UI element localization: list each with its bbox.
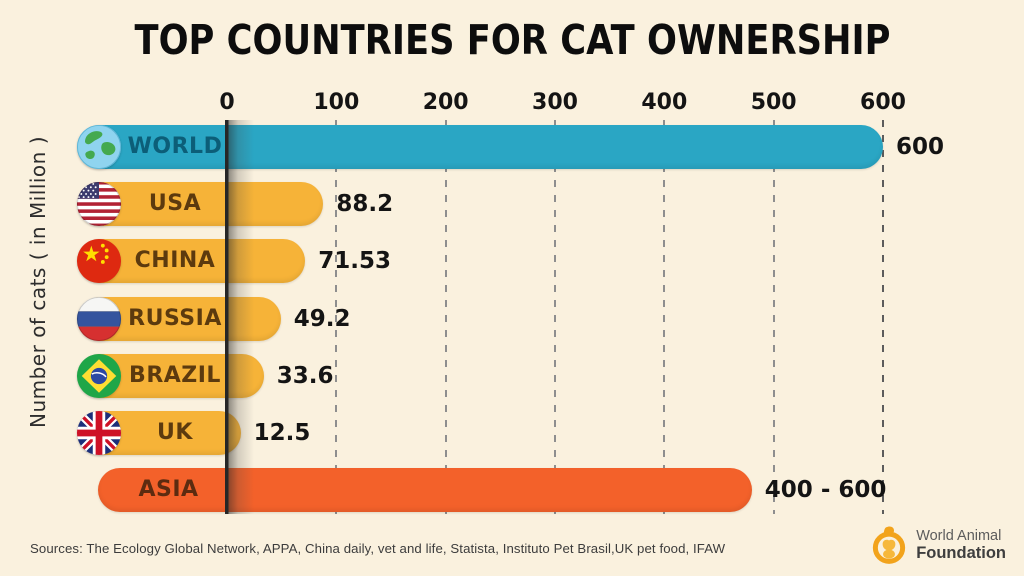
gridline-200 [444,120,447,514]
bar-label-russia: RUSSIA [128,305,222,331]
brand-logo: World Animal Foundation [869,525,1006,565]
x-tick-label-600: 600 [860,90,906,115]
bar-value-asia: 400 - 600 [764,477,887,504]
uk-flag-icon [76,410,122,456]
bar-value-russia: 49.2 [293,305,351,332]
world-bar [78,125,883,169]
usa-flag-icon [76,181,122,227]
bar-label-china: CHINA [134,248,216,274]
bar-value-china: 71.53 [318,248,391,275]
bar-value-usa: 88.2 [336,191,394,218]
russia-flag-icon [76,296,122,342]
bar-row-usa: USA 88.2 [0,181,1024,227]
bar-label-asia: ASIA [138,477,199,503]
world-flag-icon [76,124,122,170]
gridline-100 [335,120,338,514]
bar-row-uk: UK 12.5 [0,410,1024,456]
logo-text: World Animal Foundation [916,528,1006,563]
bar-row-asia: ASIA 400 - 600 [0,468,1024,513]
bar-value-brazil: 33.6 [276,362,334,389]
china-flag-icon [76,238,122,284]
gridline-300 [554,120,556,514]
zero-axis-line [225,120,255,514]
world-animal-foundation-logo-icon [869,525,909,565]
x-tick-label-100: 100 [313,90,360,115]
bar-row-russia: RUSSIA 49.2 [0,296,1024,342]
x-tick-label-400: 400 [641,90,688,115]
x-tick-label-200: 200 [422,90,469,115]
x-tick-label-0: 0 [219,90,235,115]
bar-value-world: 600 [896,134,945,160]
x-tick-label-500: 500 [750,90,797,115]
logo-bird-shape [883,526,895,535]
bar-row-world: WORLD 600 [0,124,1024,170]
asia-bar [98,468,752,513]
bar-label-usa: USA [148,191,202,217]
gridline-500 [772,120,775,514]
bar-label-world: WORLD [127,134,223,159]
bar-label-brazil: BRAZIL [129,362,221,388]
brazil-flag-icon [76,353,122,399]
bar-label-uk: UK [157,420,193,445]
gridline-600 [882,120,884,514]
bar-row-china: CHINA 71.53 [0,238,1024,284]
bar-row-brazil: BRAZIL 33.6 [0,353,1024,399]
gridline-400 [663,120,666,514]
logo-line1: World Animal [916,527,1002,544]
bar-value-uk: 12.5 [253,420,311,446]
x-tick-label-300: 300 [532,90,578,115]
sources-text: Sources: The Ecology Global Network, APP… [30,541,726,556]
logo-animal-body-shape [883,549,896,559]
logo-line2: Foundation [916,543,1006,562]
chart-title: TOP COUNTRIES FOR CAT OWNERSHIP [0,16,1024,64]
chart-title-text: TOP COUNTRIES FOR CAT OWNERSHIP [134,16,890,64]
logo-animal-head-shape [882,539,896,551]
